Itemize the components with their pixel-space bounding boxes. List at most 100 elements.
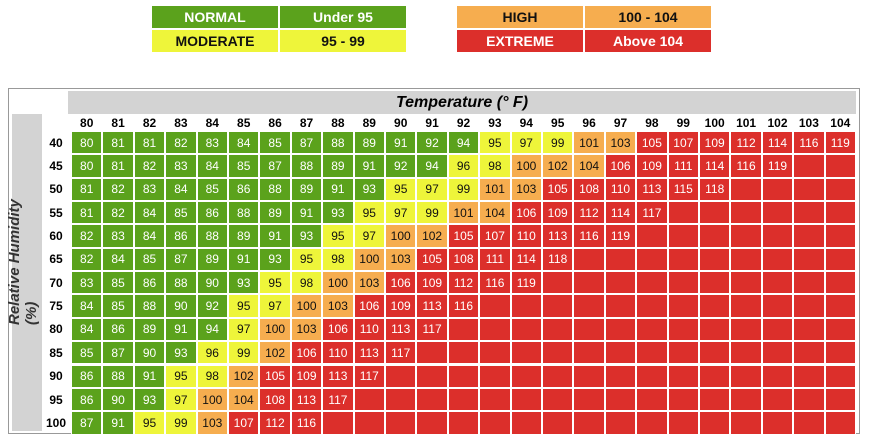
heat-index-cell: 113 — [416, 294, 448, 318]
heat-index-cell: 114 — [604, 201, 637, 225]
heat-index-cell: 105 — [259, 364, 291, 388]
heat-index-cell — [730, 201, 762, 225]
heat-index-cell: 106 — [353, 294, 385, 318]
heat-index-cell: 106 — [385, 271, 417, 295]
heat-index-cell: 82 — [165, 131, 197, 155]
heat-index-cell: 96 — [196, 341, 228, 365]
heat-index-cell — [542, 364, 574, 388]
heat-index-cell — [573, 364, 605, 388]
heat-index-cell: 97 — [165, 387, 197, 412]
heat-index-cell: 87 — [290, 131, 323, 155]
heat-index-cell — [730, 271, 762, 295]
heat-index-cell: 83 — [102, 224, 134, 248]
heat-index-cell — [730, 317, 762, 342]
heat-index-cell: 82 — [102, 177, 134, 202]
heat-index-cell: 97 — [385, 201, 417, 225]
heat-index-cell — [479, 364, 511, 388]
heat-index-cell — [447, 317, 480, 342]
heat-index-cell: 85 — [196, 177, 228, 202]
heat-index-cell: 112 — [573, 201, 605, 225]
humidity: 95 — [49, 392, 63, 407]
heat-index-cell — [542, 294, 574, 318]
heat-index-cell — [730, 247, 762, 272]
heat-index-cell — [699, 317, 731, 342]
heat-index-cell — [573, 294, 605, 318]
heat-index-cell: 98 — [322, 247, 354, 272]
heat-index-cell: 108 — [259, 387, 291, 412]
heat-index-cell: 98 — [479, 154, 511, 178]
heat-index-cell — [604, 411, 637, 435]
heat-index-cell: 95 — [165, 364, 197, 388]
heat-index-cell: 93 — [133, 387, 166, 412]
heat-index-cell: 97 — [228, 317, 260, 342]
heat-index-cell: 109 — [542, 201, 574, 225]
temperature: 101 — [736, 115, 757, 130]
temperature: 80 — [80, 115, 94, 130]
heat-index-cell: 88 — [259, 177, 291, 202]
heat-index-cell: 84 — [133, 224, 166, 248]
heat-index-cell — [699, 364, 731, 388]
heat-index-cell: 116 — [730, 154, 762, 178]
humidity: 50 — [49, 182, 63, 197]
heat-index-cell: 117 — [416, 317, 448, 342]
temperature: 94 — [519, 115, 533, 130]
humidity: 60 — [49, 229, 63, 244]
heat-index-cell: 99 — [416, 201, 448, 225]
heat-index-cell: 88 — [290, 154, 323, 178]
heat-index-cell — [824, 317, 856, 342]
heat-index-cell: 103 — [322, 294, 354, 318]
heat-index-cell: 94 — [416, 154, 448, 178]
heat-index-cell: 117 — [353, 364, 385, 388]
heat-index-cell: 102 — [259, 341, 291, 365]
heat-index-cell: 91 — [165, 317, 197, 342]
heat-index-cell: 96 — [447, 154, 480, 178]
heat-index-cell: 81 — [102, 154, 134, 178]
temperature: 92 — [456, 115, 471, 130]
heat-index-cell: 84 — [196, 154, 228, 178]
heat-index-cell — [730, 364, 762, 388]
heat-index-cell: 87 — [102, 341, 134, 365]
heat-index-cell — [667, 387, 699, 412]
heat-index-cell — [510, 294, 542, 318]
heat-index-cell — [353, 411, 385, 435]
heat-index-cell — [761, 387, 794, 412]
heat-index-cell — [824, 224, 856, 248]
heat-index-cell: 108 — [447, 247, 480, 272]
heat-index-cell — [447, 387, 480, 412]
heat-index-cell: 90 — [102, 387, 134, 412]
heat-index-cell — [761, 247, 794, 272]
heat-index-cell — [667, 364, 699, 388]
heat-index-cell: 107 — [479, 224, 511, 248]
heat-index-cell: 81 — [102, 131, 134, 155]
heat-index-cell — [667, 224, 699, 248]
humidity: 45 — [49, 159, 63, 174]
heat-index-cell: 95 — [353, 201, 385, 225]
heat-index-cell: 88 — [322, 131, 354, 155]
temperature: 93 — [488, 115, 502, 130]
heat-index-cell: 91 — [228, 247, 260, 272]
row-header: Relative Humidity (%) — [6, 199, 40, 325]
heat-index-cell: 83 — [196, 131, 228, 155]
heat-index-cell: 113 — [353, 341, 385, 365]
heat-index-cell: 113 — [322, 364, 354, 388]
heat-index-cell: 80 — [71, 154, 103, 178]
heat-index-cell — [604, 317, 637, 342]
heat-index-cell — [761, 411, 794, 435]
heat-index-cell: 118 — [542, 247, 574, 272]
heat-index-cell — [510, 317, 542, 342]
heat-index-cell — [636, 294, 668, 318]
heat-index-cell — [573, 247, 605, 272]
heat-index-cell: 109 — [416, 271, 448, 295]
heat-index-cell — [353, 387, 385, 412]
heat-index-cell: 86 — [71, 387, 103, 412]
humidity: 55 — [49, 205, 63, 220]
heat-index-cell — [636, 411, 668, 435]
heat-index-cell: 113 — [636, 177, 668, 202]
heat-index-cell — [667, 294, 699, 318]
heat-index-cell: 90 — [133, 341, 166, 365]
heat-index-cell — [479, 387, 511, 412]
temperature: 104 — [830, 115, 851, 130]
temperature: 91 — [425, 115, 439, 130]
temperature: 98 — [645, 115, 659, 130]
humidity: 70 — [49, 275, 63, 290]
